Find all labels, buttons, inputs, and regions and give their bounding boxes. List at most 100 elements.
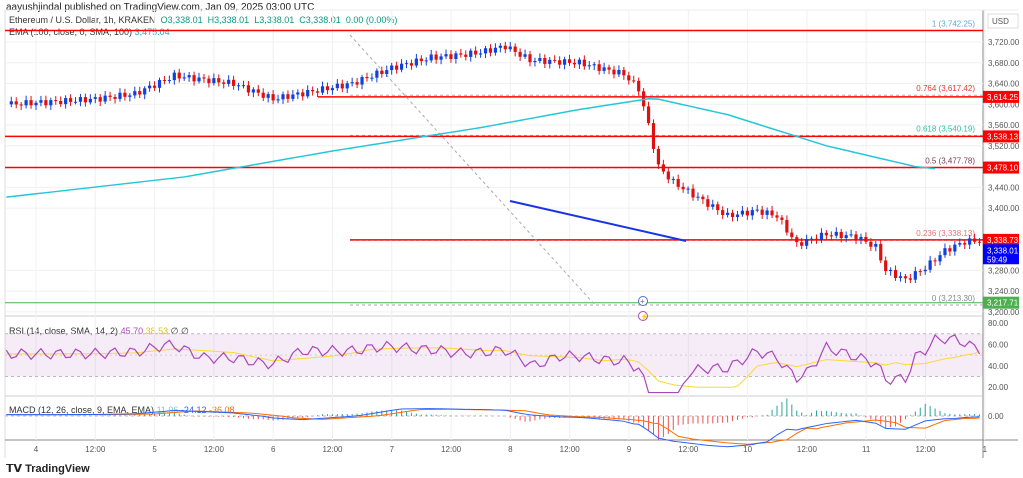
candle — [404, 63, 409, 65]
time-tick-label: 5 — [152, 445, 157, 454]
candle — [503, 45, 507, 50]
candle — [874, 243, 878, 247]
candle — [236, 85, 241, 87]
candle — [197, 77, 201, 82]
candle — [750, 210, 754, 216]
price-tag-label: 3,478.10 — [987, 164, 1019, 173]
candle — [488, 48, 493, 53]
price-tag-label: 3,614.25 — [987, 93, 1019, 102]
candle — [592, 64, 596, 66]
candle — [963, 243, 967, 245]
candle — [350, 82, 354, 84]
candle — [864, 236, 868, 242]
candle — [819, 232, 824, 241]
candle — [607, 67, 611, 70]
candle — [281, 94, 285, 100]
fib-label: 1 (3,742.25) — [932, 19, 975, 28]
candle — [34, 102, 38, 106]
candle — [474, 50, 478, 55]
candle — [968, 238, 972, 245]
candle — [721, 210, 725, 215]
candle — [182, 77, 186, 79]
low-value: L3,338.01 — [254, 15, 295, 25]
candle — [222, 82, 226, 84]
price-tag — [983, 233, 1019, 246]
time-tick-label: 12:00 — [797, 445, 818, 454]
rsi-axis-label: 60.00 — [988, 340, 1009, 349]
candle — [271, 94, 275, 101]
candle — [523, 54, 527, 57]
candle — [553, 59, 557, 61]
candle — [187, 75, 191, 78]
ema-legend[interactable]: EMA (100, close, 0, SMA, 100) 3,475.04 — [9, 27, 170, 37]
tradingview-logo[interactable]: 𝗧𝗩 TradingView — [6, 463, 90, 475]
current-price-tag — [983, 244, 1019, 265]
candle — [320, 86, 325, 93]
candle — [518, 51, 522, 57]
candle — [617, 69, 621, 75]
candle — [385, 70, 389, 75]
time-tick-label: 12:00 — [441, 445, 462, 454]
candle — [844, 235, 848, 239]
rsi-legend[interactable]: RSI (14, close, SMA, 14, 2) 45.70 38.53 … — [9, 326, 189, 337]
rsi-label: RSI (14, close, SMA, 14, 2) — [9, 326, 119, 336]
candle — [765, 210, 769, 215]
currency-box — [987, 13, 1019, 29]
price-tag-label: 3,538.13 — [987, 132, 1019, 141]
candle — [73, 101, 78, 103]
candle — [691, 188, 695, 198]
candle — [419, 58, 423, 62]
candle — [355, 82, 359, 85]
candle — [335, 83, 339, 89]
candle — [790, 232, 794, 238]
fib-label: 0.5 (3,477.78) — [925, 157, 975, 166]
candle — [157, 80, 162, 88]
brand-name: TradingView — [25, 463, 90, 475]
lightning-icon — [638, 311, 648, 321]
candle — [977, 241, 982, 243]
candle — [612, 69, 616, 75]
candle — [399, 63, 404, 70]
candle — [943, 248, 947, 256]
candle — [14, 101, 18, 105]
candle — [558, 60, 562, 65]
candle — [889, 269, 893, 272]
candle — [172, 72, 176, 81]
candle — [651, 123, 656, 149]
price-tick-label: 3,720.00 — [988, 38, 1020, 47]
time-tick-label: 12:00 — [322, 445, 343, 454]
candle — [113, 96, 117, 99]
candle — [869, 241, 873, 247]
candle — [370, 77, 374, 79]
candle — [9, 101, 13, 105]
candle — [39, 100, 43, 103]
candle — [646, 106, 651, 124]
candle — [286, 94, 290, 99]
candle — [98, 97, 102, 102]
price-tag — [983, 90, 1019, 103]
candle — [375, 70, 379, 78]
candle — [824, 232, 828, 236]
candle — [103, 95, 107, 102]
macd-legend[interactable]: MACD (12, 26, close, 9, EMA, EMA) 11.96 … — [9, 405, 235, 415]
candle — [726, 212, 730, 215]
close-value: C3,338.01 — [299, 15, 341, 25]
countdown-label: 59:49 — [987, 255, 1008, 264]
price-tag — [983, 130, 1019, 143]
rsi-extra: ∅ ∅ — [170, 326, 189, 336]
symbol-legend[interactable]: Ethereum / U.S. Dollar, 1h, KRAKEN O3,33… — [9, 15, 397, 25]
time-tick-label: 8 — [508, 445, 513, 454]
candle — [276, 99, 280, 101]
current-price-label: 3,338.01 — [987, 246, 1019, 255]
currency-label: USD — [992, 17, 1009, 26]
macd-axis-label: 0.00 — [988, 412, 1004, 421]
price-tag-label: 3,217.71 — [987, 299, 1019, 308]
candle — [19, 104, 23, 106]
candle — [760, 209, 764, 215]
price-tick-label: 3,640.00 — [988, 80, 1020, 89]
rsi-axis-label: 80.00 — [988, 319, 1009, 328]
candle — [325, 86, 330, 91]
ema-label: EMA (100, close, 0, SMA, 100) — [9, 27, 133, 37]
fib-label: 0.764 (3,617.42) — [916, 84, 975, 93]
